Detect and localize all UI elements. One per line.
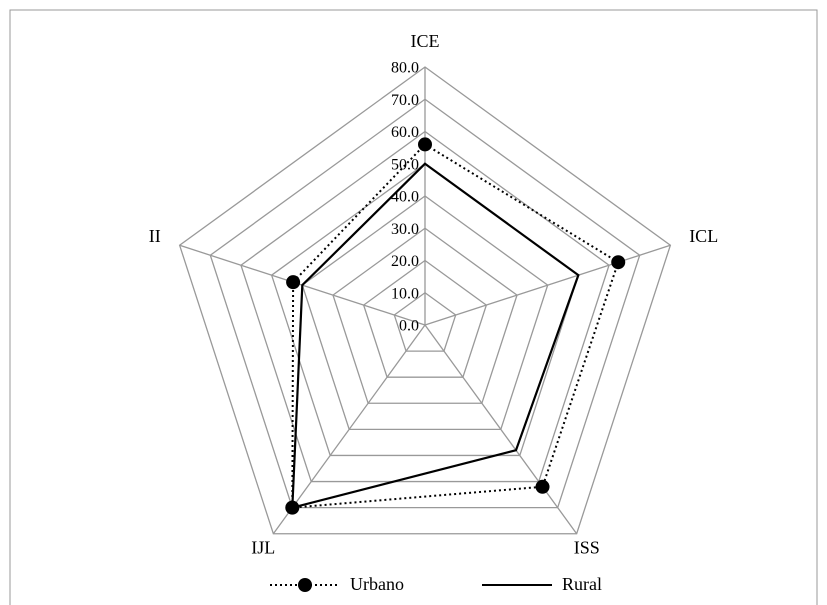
legend-marker — [298, 578, 312, 592]
spoke — [424, 324, 578, 535]
data-point — [611, 255, 626, 270]
grid-ring — [240, 130, 610, 483]
chart-frame — [9, 9, 818, 605]
spoke — [272, 324, 426, 535]
r-tick-label: 10.0 — [391, 285, 419, 302]
grid-ring — [301, 195, 549, 431]
data-point — [535, 479, 550, 494]
grid-ring — [362, 259, 488, 378]
category-label: IJL — [251, 537, 275, 557]
category-label: ICL — [689, 226, 718, 246]
r-tick-label: 0.0 — [399, 318, 419, 335]
series-line — [291, 162, 580, 510]
series-line — [291, 143, 620, 509]
legend-label: Urbano — [350, 574, 404, 594]
r-tick-label: 70.0 — [391, 92, 419, 109]
r-tick-label: 60.0 — [391, 124, 419, 141]
grid-ring — [178, 66, 672, 535]
data-point — [285, 500, 300, 515]
category-label: ICE — [411, 31, 440, 51]
r-tick-label: 30.0 — [391, 221, 419, 238]
grid-ring — [393, 291, 457, 352]
data-point — [286, 275, 301, 290]
r-tick-label: 40.0 — [391, 189, 419, 206]
spoke — [424, 244, 671, 326]
r-tick-label: 80.0 — [391, 60, 419, 77]
legend-label: Rural — [562, 574, 602, 594]
grid-ring — [332, 227, 518, 404]
data-point — [418, 137, 432, 152]
category-label: ISS — [574, 537, 600, 557]
grid-ring — [209, 98, 641, 509]
category-label: II — [149, 226, 161, 246]
r-tick-label: 20.0 — [391, 253, 419, 270]
